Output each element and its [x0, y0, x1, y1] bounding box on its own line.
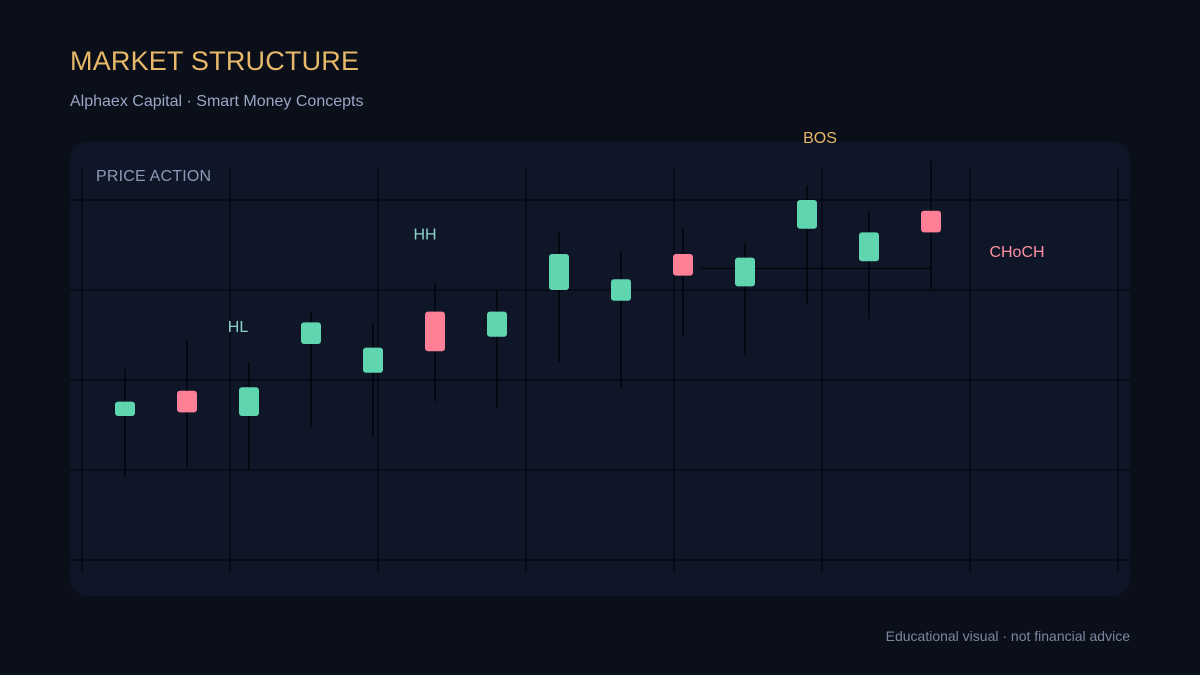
bullish-candle [115, 401, 135, 416]
bearish-candle [673, 254, 693, 276]
annotation-hl: HL [228, 319, 249, 336]
annotation-bos: BOS [803, 130, 837, 147]
page-title: MARKET STRUCTURE [70, 46, 360, 76]
disclaimer-note: Educational visual · not financial advic… [885, 628, 1130, 644]
page-subtitle: Alphaex Capital · Smart Money Concepts [70, 93, 364, 110]
bullish-candle [735, 257, 755, 287]
bearish-candle [921, 210, 941, 233]
bullish-candle [549, 254, 569, 290]
bullish-candle [363, 347, 383, 373]
chart-panel-label: PRICE ACTION [96, 168, 212, 185]
bullish-candle [611, 279, 631, 301]
bearish-candle [177, 390, 197, 413]
annotation-choch: CHoCH [989, 244, 1044, 261]
bullish-candle [859, 232, 879, 262]
chart-panel [70, 142, 1130, 596]
bullish-candle [301, 322, 321, 344]
bullish-candle [239, 387, 259, 416]
bearish-candle [425, 311, 445, 352]
bullish-candle [797, 200, 817, 229]
annotation-hh: HH [413, 227, 436, 244]
bullish-candle [487, 311, 507, 337]
